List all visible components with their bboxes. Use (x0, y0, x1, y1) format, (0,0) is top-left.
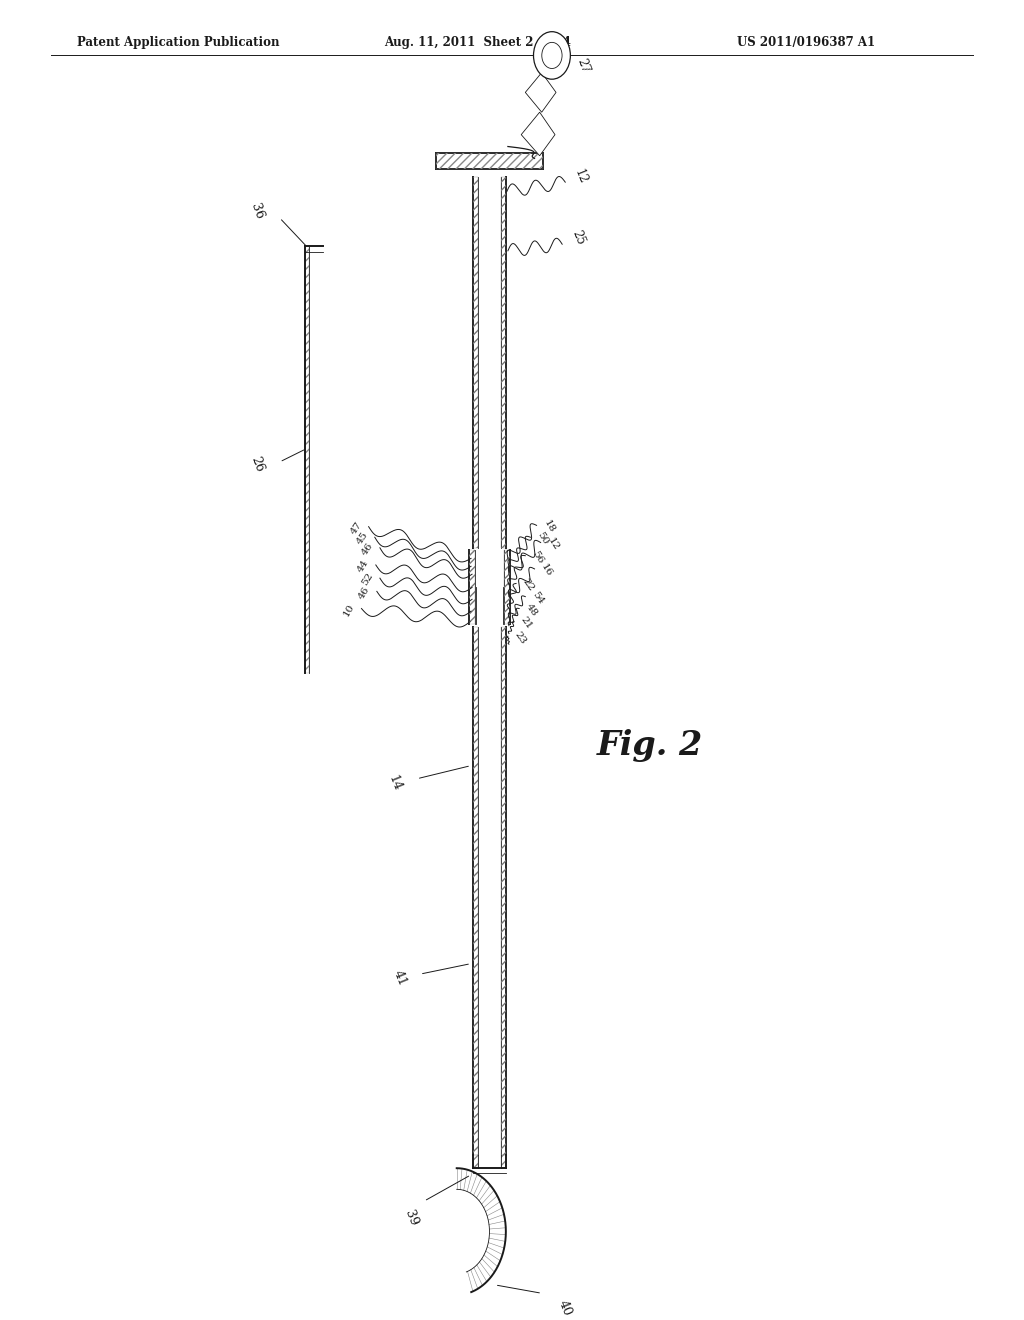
Text: Patent Application Publication: Patent Application Publication (77, 36, 280, 49)
Text: 50: 50 (536, 531, 550, 546)
Bar (469, 550, 475, 624)
Bar (436, 153, 543, 169)
Text: Aug. 11, 2011  Sheet 2 of 14: Aug. 11, 2011 Sheet 2 of 14 (384, 36, 571, 49)
Text: 25: 25 (569, 228, 587, 247)
Text: 22: 22 (521, 577, 536, 593)
Circle shape (534, 32, 570, 79)
Text: 56: 56 (530, 549, 545, 565)
Text: US 2011/0196387 A1: US 2011/0196387 A1 (737, 36, 876, 49)
Text: 21: 21 (519, 615, 534, 631)
Text: 36: 36 (249, 202, 266, 220)
Bar (473, 177, 478, 548)
Text: 16: 16 (540, 562, 554, 578)
Text: 44: 44 (356, 558, 371, 574)
Bar (501, 1155, 506, 1168)
Bar (473, 1155, 478, 1168)
Bar (305, 246, 309, 673)
Bar (501, 177, 506, 548)
Bar (501, 627, 506, 1155)
Text: 47: 47 (349, 520, 364, 536)
Text: 12: 12 (546, 536, 560, 552)
Text: 40: 40 (555, 1299, 573, 1319)
Text: Fig. 2: Fig. 2 (597, 729, 703, 762)
Bar (436, 153, 543, 169)
Circle shape (542, 42, 562, 69)
Text: 10: 10 (342, 602, 356, 618)
Polygon shape (525, 73, 556, 112)
Text: 27: 27 (574, 57, 592, 75)
Text: 12: 12 (571, 168, 589, 186)
Text: 48: 48 (524, 602, 539, 618)
Bar (504, 550, 510, 624)
Text: 54: 54 (530, 590, 545, 606)
Bar (473, 627, 478, 1155)
Text: 41: 41 (390, 969, 409, 987)
Text: 52: 52 (360, 572, 375, 587)
Text: 26: 26 (249, 455, 266, 474)
Text: 14: 14 (385, 774, 403, 792)
Text: 45: 45 (355, 531, 370, 546)
Text: 18: 18 (542, 519, 556, 535)
Text: 46: 46 (360, 541, 375, 557)
Text: 23: 23 (513, 630, 527, 645)
Text: 46: 46 (357, 585, 372, 601)
Text: 39: 39 (401, 1208, 420, 1228)
Polygon shape (521, 112, 555, 156)
